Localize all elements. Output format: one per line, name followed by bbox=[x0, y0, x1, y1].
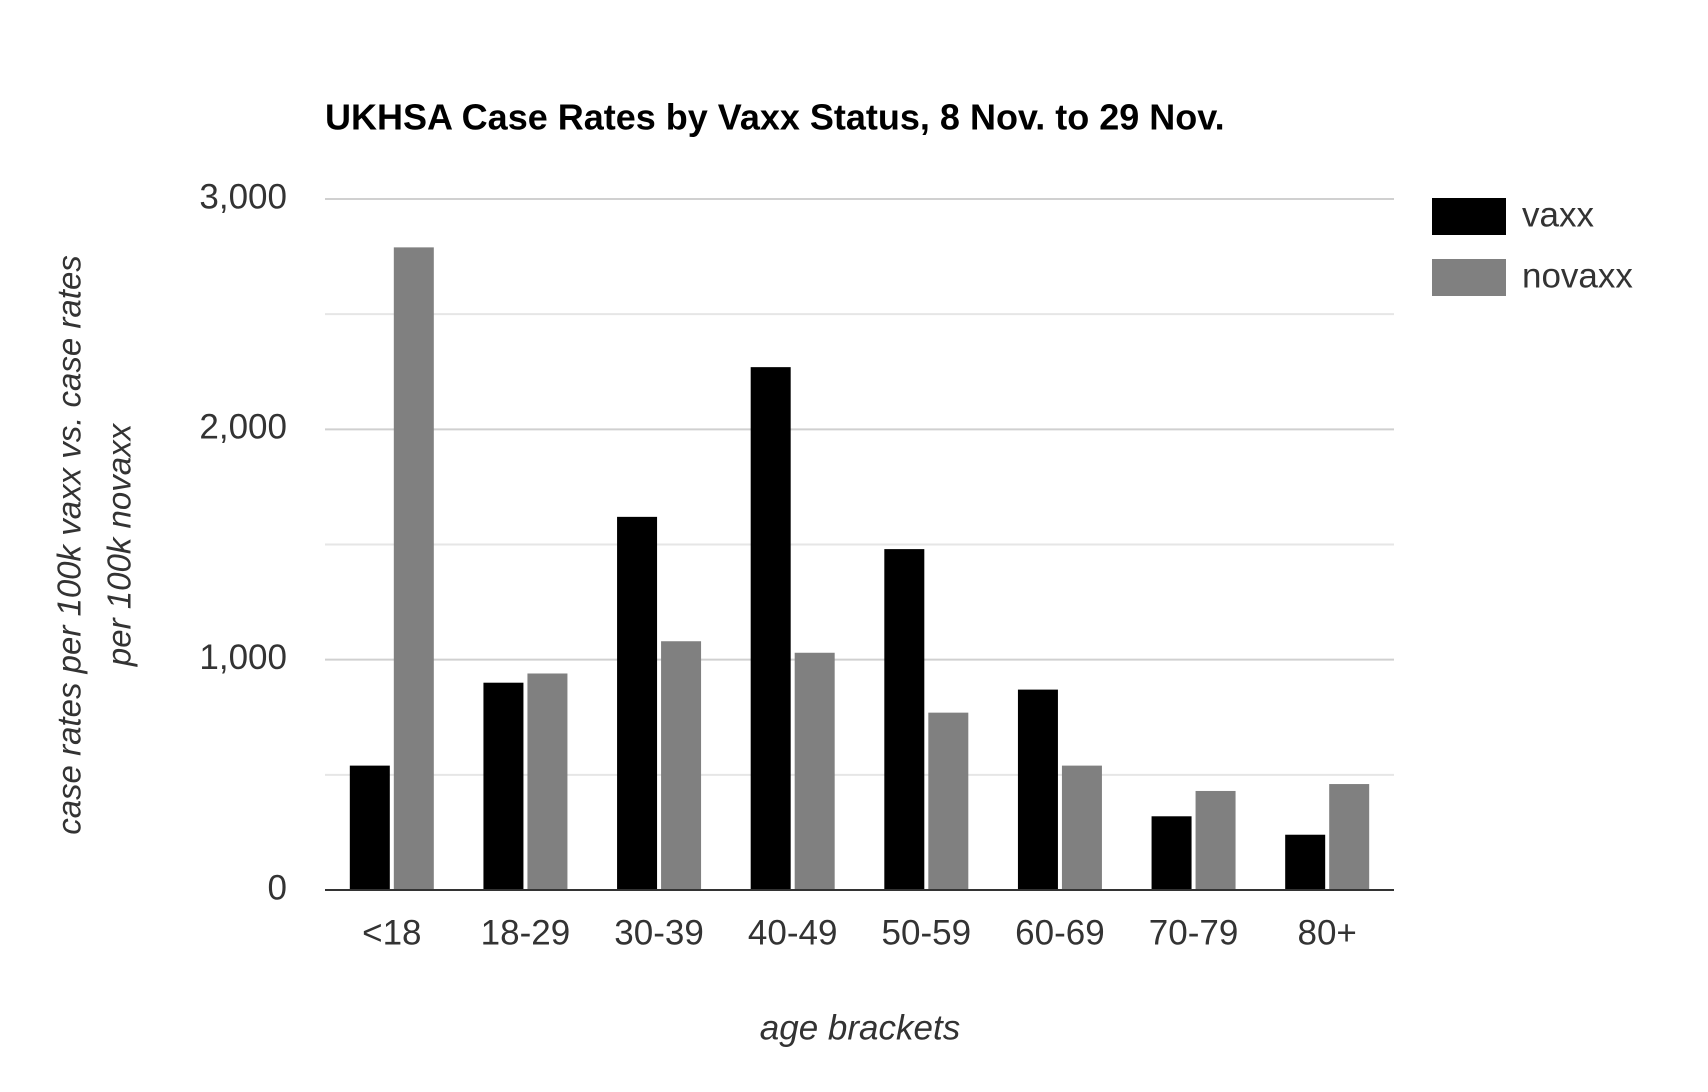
y-tick-label: 2,000 bbox=[199, 408, 287, 447]
x-tick-label: 40-49 bbox=[748, 913, 838, 952]
x-tick-label: 18-29 bbox=[481, 913, 571, 952]
legend-label: novaxx bbox=[1522, 256, 1633, 295]
legend-swatch bbox=[1432, 259, 1506, 296]
y-tick-label: 1,000 bbox=[199, 638, 287, 677]
y-axis-title: per 100k novaxx bbox=[101, 422, 138, 667]
y-tick-label: 3,000 bbox=[199, 177, 287, 216]
bar bbox=[483, 682, 524, 890]
bar bbox=[1329, 784, 1370, 890]
legend-swatch bbox=[1432, 198, 1506, 235]
bar bbox=[1017, 689, 1058, 890]
y-axis-title: case rates per 100k vaxx vs. case rates bbox=[51, 255, 88, 835]
bar bbox=[661, 641, 702, 890]
chart-title: UKHSA Case Rates by Vaxx Status, 8 Nov. … bbox=[325, 97, 1225, 138]
bar bbox=[393, 247, 434, 890]
bar bbox=[617, 516, 658, 890]
x-tick-label: <18 bbox=[362, 913, 421, 952]
bar bbox=[1061, 765, 1102, 890]
x-tick-label: 70-79 bbox=[1149, 913, 1239, 952]
bar bbox=[527, 673, 568, 890]
bar bbox=[1285, 834, 1326, 890]
bar bbox=[349, 765, 390, 890]
x-tick-label: 50-59 bbox=[882, 913, 972, 952]
bar bbox=[884, 549, 925, 890]
bar bbox=[794, 652, 835, 890]
legend-label: vaxx bbox=[1522, 195, 1594, 234]
y-tick-label: 0 bbox=[268, 868, 287, 907]
bar bbox=[1151, 816, 1192, 890]
x-tick-label: 80+ bbox=[1298, 913, 1357, 952]
x-tick-label: 30-39 bbox=[614, 913, 704, 952]
bar bbox=[1195, 790, 1236, 890]
x-axis-title: age brackets bbox=[760, 1008, 960, 1047]
bar bbox=[750, 367, 791, 891]
bar bbox=[928, 712, 969, 890]
x-tick-label: 60-69 bbox=[1015, 913, 1105, 952]
